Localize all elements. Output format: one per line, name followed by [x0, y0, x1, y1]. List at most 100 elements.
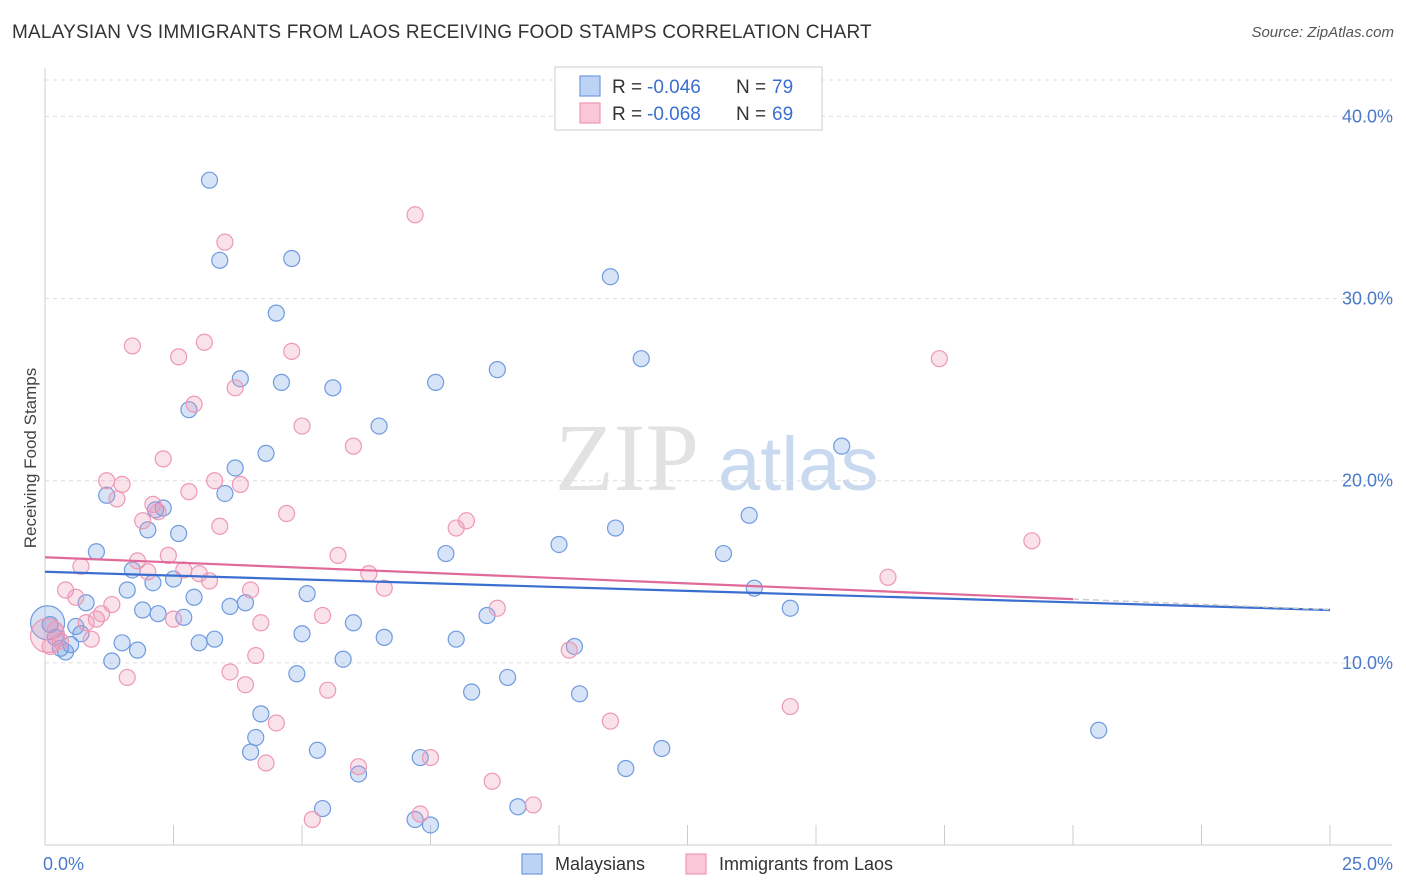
malaysians-point	[833, 437, 851, 455]
laos-point	[108, 490, 126, 508]
malaysians-point	[375, 628, 393, 646]
bottom-legend-label-laos: Immigrants from Laos	[719, 854, 893, 874]
malaysians-point	[226, 459, 244, 477]
laos-point	[67, 588, 85, 606]
malaysians-point	[293, 625, 311, 643]
grid	[45, 79, 1392, 664]
laos-point	[46, 621, 64, 639]
laos-point	[231, 475, 249, 493]
laos-point	[421, 748, 440, 767]
malaysians-point	[252, 705, 270, 723]
legend-swatch-malaysians	[579, 75, 601, 97]
laos-point	[560, 641, 578, 659]
malaysians-point	[134, 601, 152, 619]
malaysians-point	[236, 594, 255, 612]
bottom-legend-swatch-malaysians	[521, 853, 543, 875]
laos-point	[349, 758, 368, 776]
malaysians-point	[601, 268, 620, 286]
laos-point	[134, 512, 152, 530]
legend-n-label-2: N =	[736, 104, 766, 125]
malaysians-point	[103, 652, 121, 670]
laos-point	[221, 663, 239, 681]
x-tick-label-min: 0.0%	[43, 854, 84, 874]
malaysians-point	[72, 625, 90, 643]
laos-point	[601, 712, 620, 730]
laos-point	[524, 796, 542, 814]
malaysians-point	[437, 544, 455, 563]
watermark-atlas: atlas	[718, 422, 879, 507]
malaysians-point	[185, 588, 203, 606]
malaysians-point	[139, 521, 157, 539]
laos-point	[283, 342, 301, 360]
laos-point	[329, 546, 347, 564]
malaysians-point	[781, 599, 799, 617]
legend-r-value-2: -0.068	[647, 104, 701, 125]
laos-point	[257, 754, 275, 772]
malaysians-point	[421, 816, 440, 834]
malaysians-point	[308, 741, 327, 759]
y-tick-label: 40.0%	[1342, 106, 1393, 126]
laos-point	[483, 772, 501, 790]
laos-point	[139, 563, 157, 581]
laos-point	[879, 568, 897, 586]
laos-point	[267, 714, 285, 732]
laos-point	[236, 676, 255, 694]
malaysians-point	[606, 519, 625, 537]
laos-point	[247, 646, 265, 665]
malaysians-point	[242, 743, 260, 761]
malaysians-point	[267, 304, 285, 322]
y-tick-labels: 10.0% 20.0% 30.0% 40.0%	[1342, 106, 1393, 672]
laos-point	[41, 637, 59, 656]
laos-point	[293, 417, 311, 435]
laos-point	[406, 206, 424, 224]
laos-point	[195, 333, 213, 351]
chart-title: MALAYSIAN VS IMMIGRANTS FROM LAOS RECEIV…	[12, 22, 872, 43]
laos-point	[206, 472, 224, 490]
malaysians-point	[298, 585, 316, 603]
malaysians-point	[206, 630, 224, 648]
malaysians-point	[221, 597, 239, 615]
malaysians-point	[211, 251, 229, 269]
malaysians-point	[288, 665, 306, 683]
malaysians-point	[118, 581, 136, 599]
malaysians-point	[463, 683, 481, 701]
malaysians-point	[283, 249, 301, 268]
laos-point	[118, 668, 136, 687]
legend-n-value-2: 69	[772, 104, 793, 125]
malaysians-point	[113, 634, 131, 652]
trend-line-laos-extension	[1072, 598, 1331, 611]
laos-point	[211, 517, 229, 535]
laos-point	[113, 475, 131, 493]
laos-point	[77, 614, 95, 632]
malaysians-point	[170, 524, 188, 543]
axes	[44, 68, 1392, 846]
malaysians-point	[632, 350, 650, 368]
malaysians-point	[62, 636, 80, 654]
malaysians-point	[617, 759, 635, 778]
laos-point	[154, 450, 172, 468]
laos-point	[242, 581, 260, 599]
malaysians-point	[149, 605, 167, 623]
laos-point	[82, 630, 100, 648]
x-tick-label-max: 25.0%	[1342, 854, 1393, 874]
malaysians-point	[29, 605, 66, 641]
malaysians-point	[324, 379, 342, 397]
malaysians-point	[349, 765, 368, 783]
laos-point	[313, 606, 332, 625]
malaysians-point	[344, 614, 362, 632]
legend: R = -0.046 N = 79 R = -0.068 N = 69	[554, 66, 823, 131]
malaysians-point	[714, 544, 733, 563]
laos-point	[180, 483, 198, 501]
malaysians-point	[231, 370, 249, 388]
bottom-legend-label-malaysians: Malaysians	[555, 854, 645, 874]
legend-r-value-1: -0.046	[647, 77, 701, 98]
laos-point	[1023, 532, 1041, 550]
malaysians-point	[87, 543, 106, 561]
trend-line-malaysians	[44, 570, 1331, 612]
malaysians-point	[427, 373, 445, 391]
laos-point	[457, 512, 476, 530]
laos-point	[277, 504, 296, 523]
laos-point	[303, 810, 321, 829]
malaysians-point	[509, 798, 527, 816]
laos-point	[781, 697, 799, 716]
